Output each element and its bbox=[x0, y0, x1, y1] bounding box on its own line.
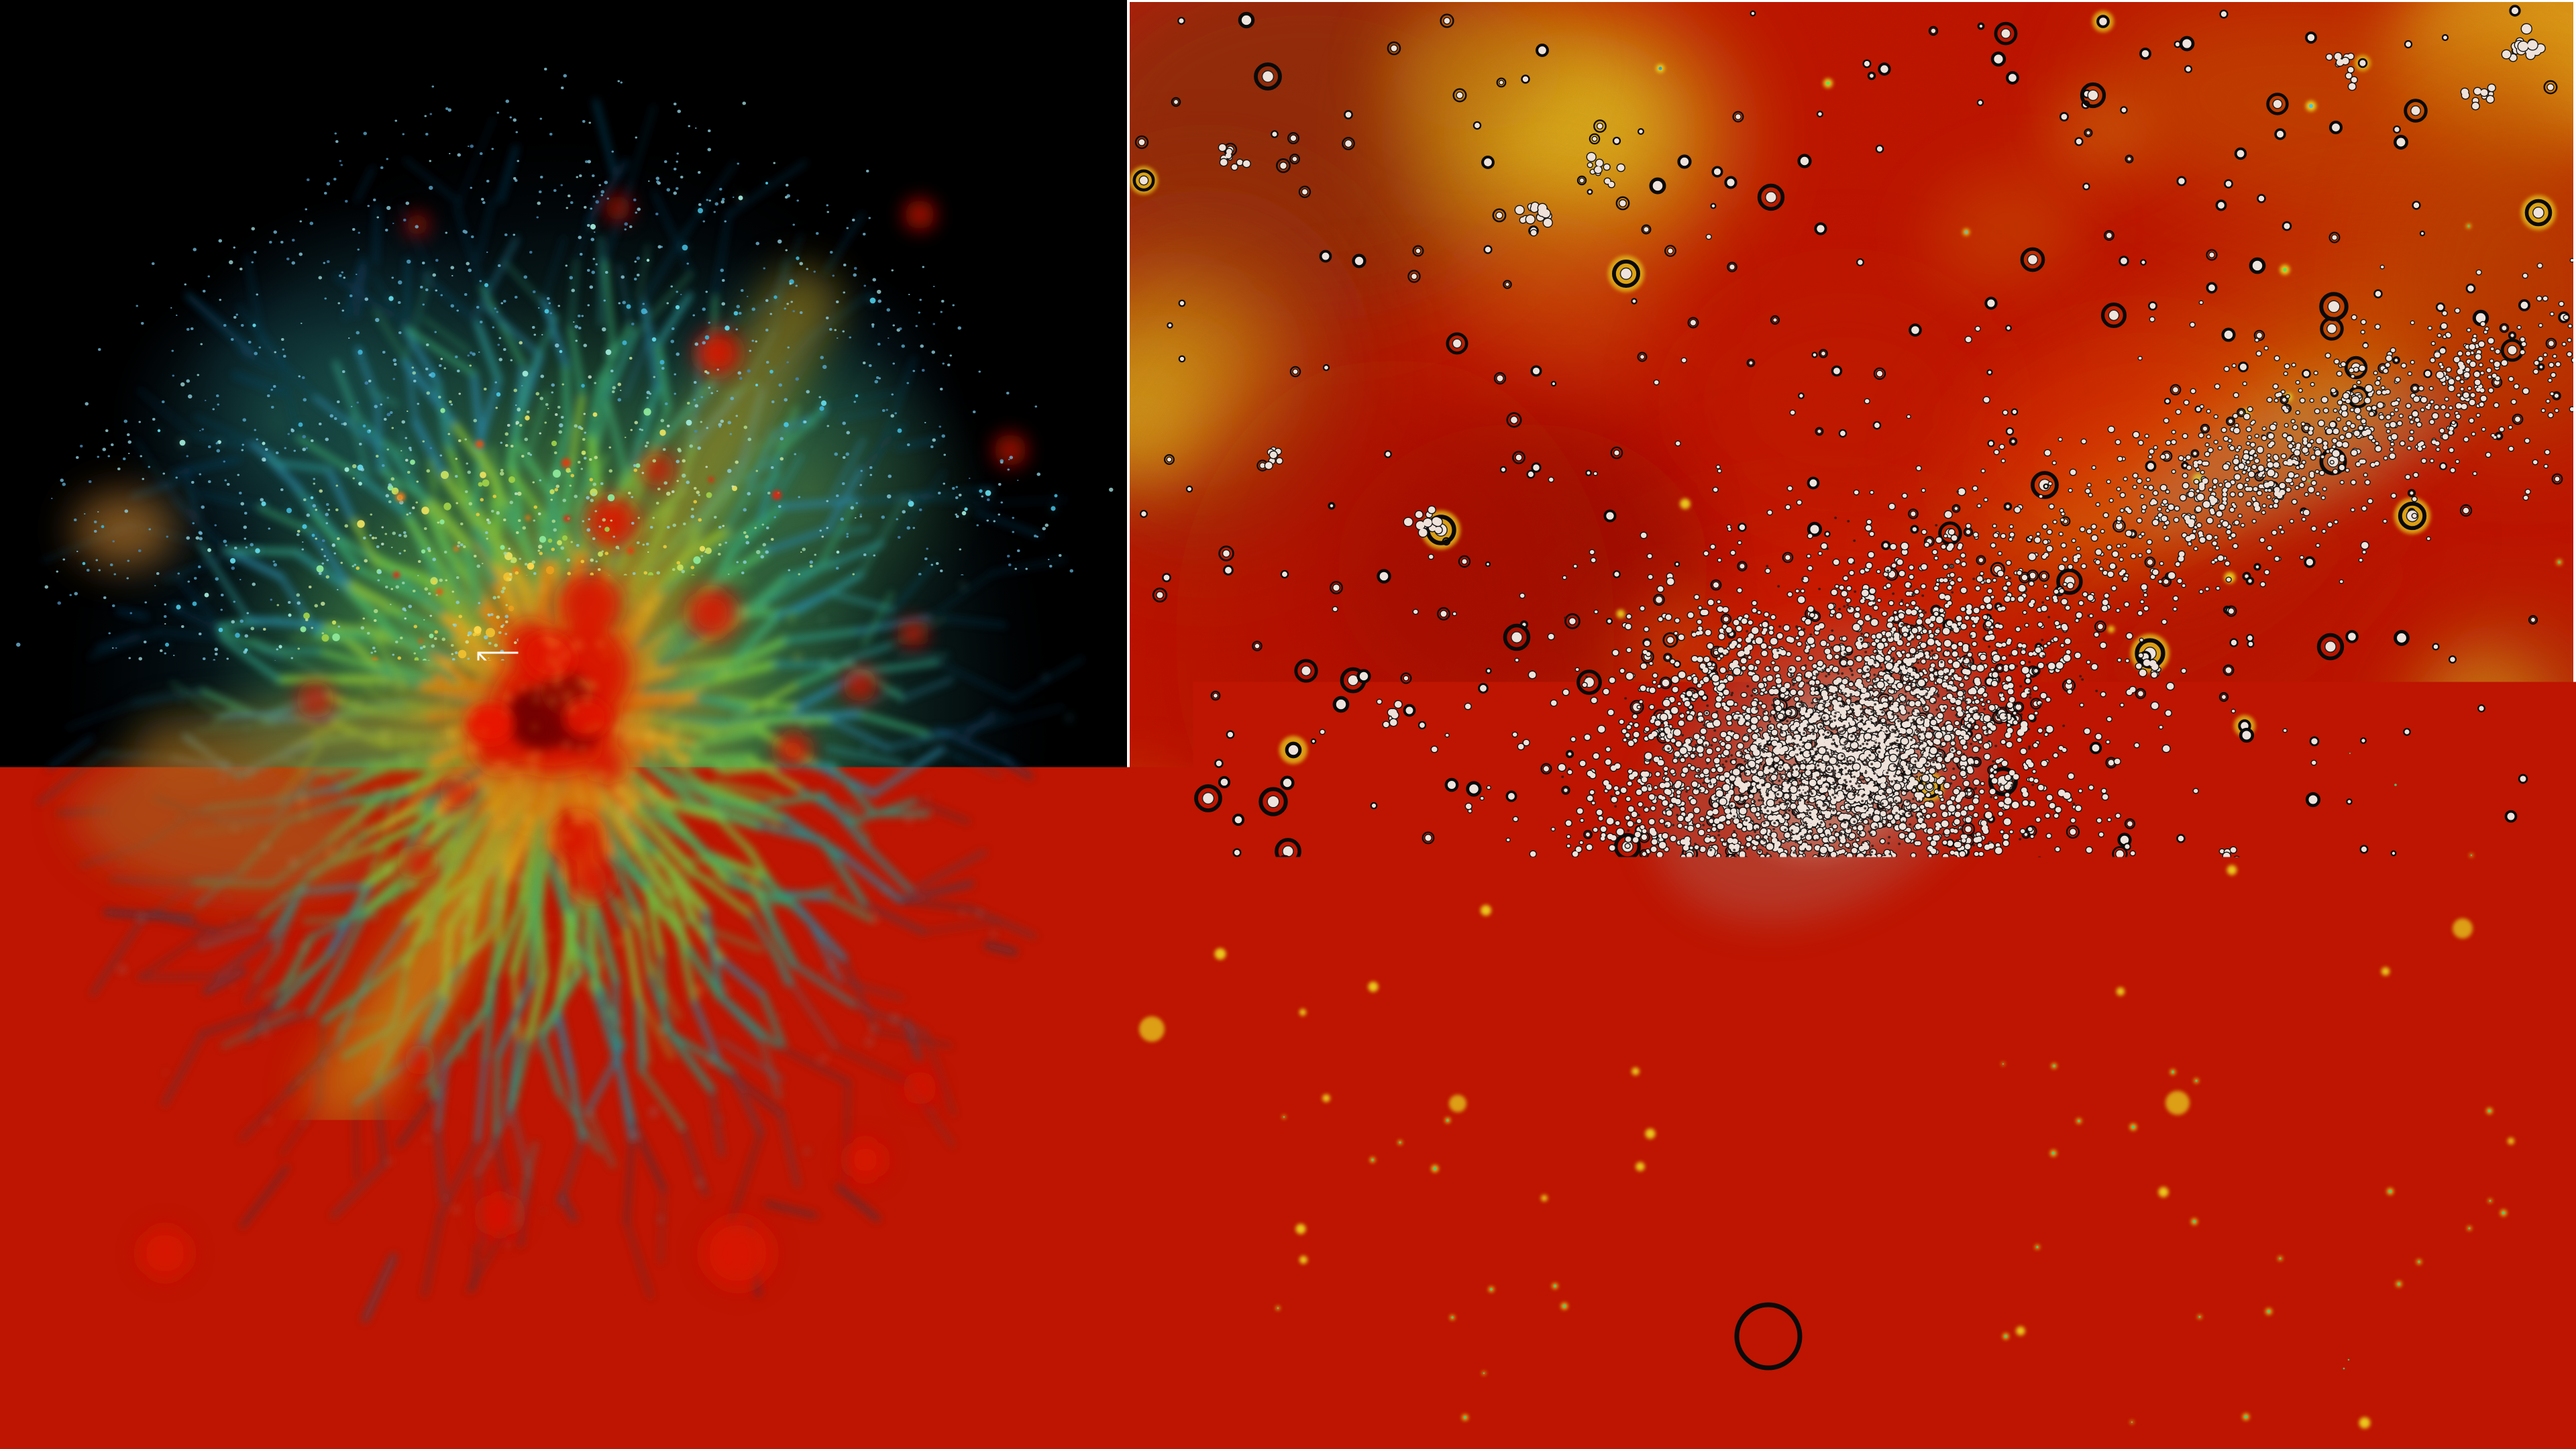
svg-text:K: K bbox=[201, 1312, 225, 1348]
svg-text:M: M bbox=[1848, 1373, 1909, 1446]
svg-text:−1: −1 bbox=[2385, 1366, 2441, 1414]
svg-text:M: M bbox=[2439, 1373, 2500, 1446]
svg-text:7.0: 7.0 bbox=[229, 1351, 262, 1379]
svg-text:−1: −1 bbox=[568, 1349, 600, 1382]
svg-text:z: z bbox=[940, 1356, 961, 1415]
svg-text:4.0: 4.0 bbox=[74, 1351, 106, 1379]
svg-text:T: T bbox=[169, 1312, 189, 1348]
svg-text:3.0: 3.0 bbox=[23, 1351, 55, 1379]
svg-text:10: 10 bbox=[2202, 1373, 2265, 1446]
svg-text:6.0: 6.0 bbox=[177, 1351, 209, 1379]
svg-text:): ) bbox=[229, 1312, 240, 1348]
svg-text:log: log bbox=[101, 1312, 136, 1348]
svg-text:Mpc: Mpc bbox=[604, 1351, 675, 1397]
svg-text:5.0: 5.0 bbox=[125, 1351, 158, 1379]
svg-text:×: × bbox=[2151, 1383, 2182, 1444]
svg-text:200: 200 bbox=[1913, 1403, 1966, 1449]
svg-text:8.0: 8.0 bbox=[282, 1351, 314, 1379]
svg-text:/: / bbox=[191, 1312, 200, 1348]
svg-text:h: h bbox=[2347, 1373, 2380, 1446]
svg-text:4.7: 4.7 bbox=[2058, 1373, 2138, 1446]
svg-text:15: 15 bbox=[2268, 1366, 2315, 1414]
svg-text:=: = bbox=[2001, 1379, 2031, 1445]
svg-text:16: 16 bbox=[493, 1351, 528, 1397]
svg-text:=: = bbox=[979, 1359, 1010, 1414]
svg-text:10: 10 bbox=[138, 1330, 156, 1352]
svg-text:0.00: 0.00 bbox=[1028, 1359, 1108, 1414]
svg-text:h: h bbox=[545, 1349, 566, 1397]
svg-text:(: ( bbox=[159, 1312, 170, 1348]
